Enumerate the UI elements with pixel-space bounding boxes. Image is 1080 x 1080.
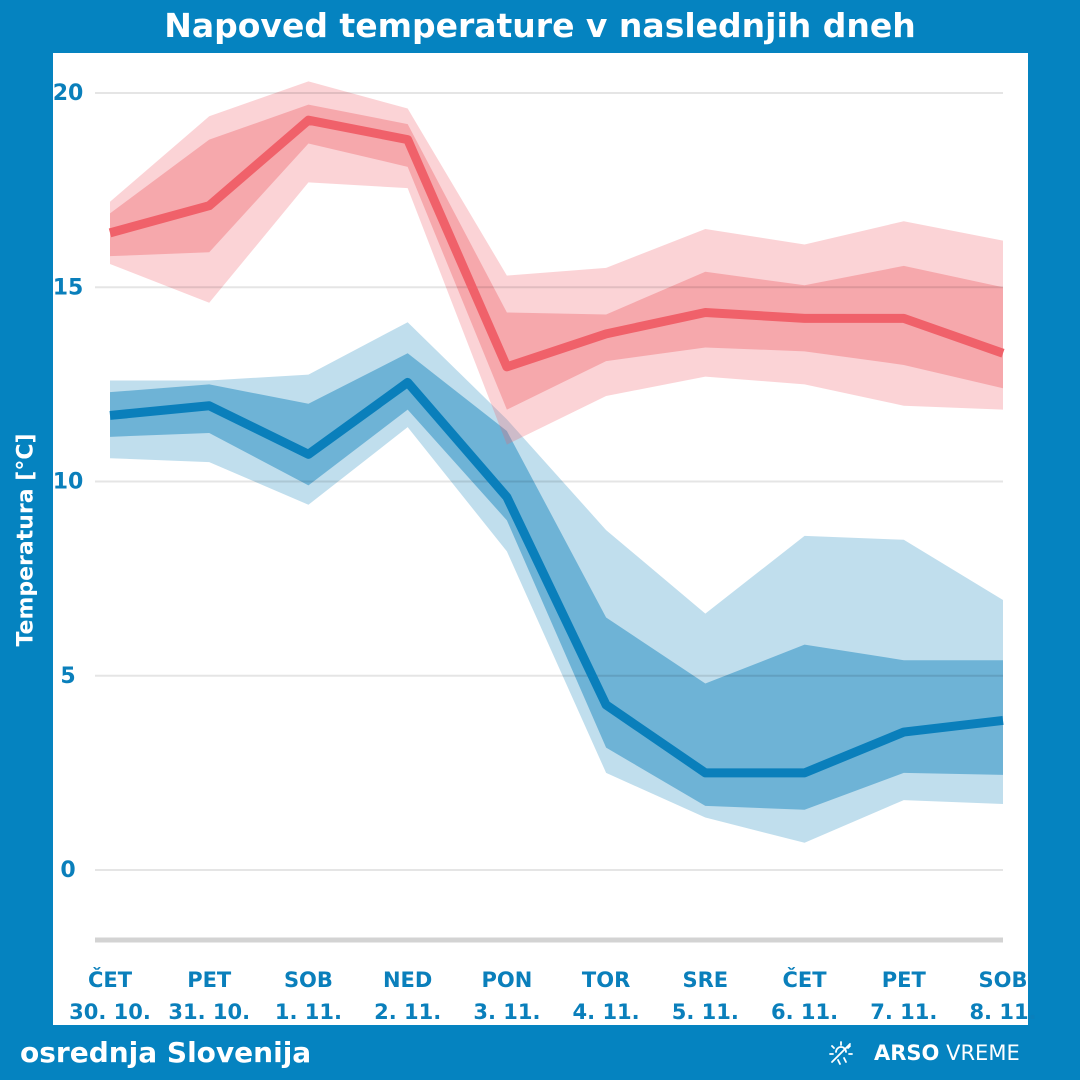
chart-title: Napoved temperature v naslednjih dneh <box>164 6 916 45</box>
max-median-line <box>108 115 1005 372</box>
x-tick-date: 8. 11. <box>969 1000 1036 1024</box>
x-tick-day: PON <box>481 968 532 992</box>
min-inner-band <box>110 353 1003 810</box>
y-tick-label: 0 <box>60 858 75 883</box>
x-tick-date: 5. 11. <box>672 1000 739 1024</box>
min-outer-band <box>110 322 1003 843</box>
max-outer-band <box>110 81 1003 445</box>
x-tick-date: 1. 11. <box>275 1000 342 1024</box>
x-tick-date: 31. 10. <box>168 1000 250 1024</box>
y-tick-label: 15 <box>53 275 84 300</box>
y-tick-label: 20 <box>53 81 84 106</box>
x-tick-date: 7. 11. <box>870 1000 937 1024</box>
logo-product: VREME <box>946 1041 1020 1065</box>
logo-brand: ARSO <box>874 1041 940 1065</box>
x-tick-day: NED <box>383 968 432 992</box>
x-tick-day: TOR <box>582 968 630 992</box>
x-tick-date: 6. 11. <box>771 1000 838 1024</box>
x-tick-day: SRE <box>683 968 729 992</box>
y-tick-label: 5 <box>60 664 75 689</box>
x-tick-date: 30. 10. <box>69 1000 151 1024</box>
x-tick-day: SOB <box>284 968 333 992</box>
min-median-line <box>109 377 1004 778</box>
x-tick-day: SOB <box>979 968 1028 992</box>
x-tick-date: 2. 11. <box>374 1000 441 1024</box>
x-tick-day: PET <box>187 968 232 992</box>
y-tick-label: 10 <box>53 470 84 495</box>
sun-weather-icon <box>829 1041 853 1065</box>
x-tick-date: 3. 11. <box>473 1000 540 1024</box>
x-tick-day: ČET <box>783 967 828 992</box>
x-tick-date: 4. 11. <box>573 1000 640 1024</box>
x-tick-day: PET <box>882 968 927 992</box>
max-inner-band <box>110 104 1003 410</box>
region-label: osrednja Slovenija <box>20 1036 312 1069</box>
x-tick-day: ČET <box>88 967 133 992</box>
arso-logo: ARSO VREME <box>828 1040 1020 1066</box>
plot-panel <box>53 53 1028 1025</box>
